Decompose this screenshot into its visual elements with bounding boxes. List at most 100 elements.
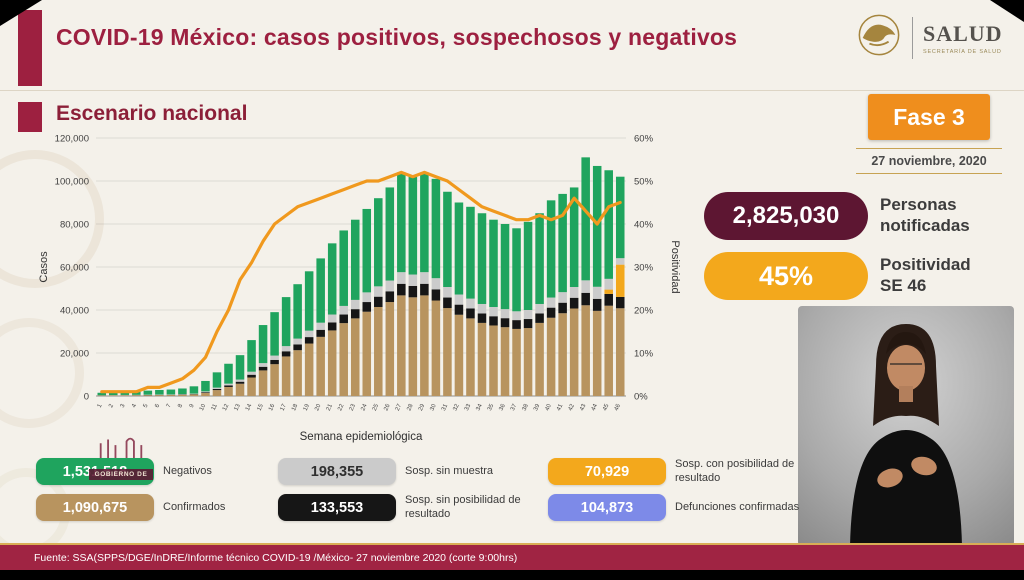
svg-text:10%: 10% (634, 349, 654, 360)
legend-label: Defunciones confirmadas (675, 500, 800, 513)
svg-text:29: 29 (418, 403, 427, 412)
letterbox-bar (0, 570, 1024, 580)
svg-text:20: 20 (314, 403, 323, 412)
svg-text:25: 25 (372, 403, 381, 412)
svg-text:35: 35 (487, 403, 496, 412)
svg-text:60%: 60% (634, 134, 654, 145)
svg-text:100,000: 100,000 (55, 177, 89, 188)
svg-text:27: 27 (395, 403, 404, 412)
cases-positivity-chart: 0 20,000 40,000 60,000 80,000 100,000 120,000 0… (36, 128, 681, 446)
svg-text:44: 44 (591, 403, 600, 412)
svg-text:0%: 0% (634, 392, 648, 403)
svg-text:18: 18 (291, 403, 300, 412)
gobierno-building-icon (93, 437, 149, 462)
gobierno-watermark: GOBIERNO DE (68, 434, 174, 481)
svg-text:21: 21 (326, 403, 335, 412)
svg-text:14: 14 (245, 403, 254, 412)
svg-text:24: 24 (360, 403, 369, 412)
svg-text:Semana epidemiológica: Semana epidemiológica (300, 431, 423, 443)
svg-text:80,000: 80,000 (60, 220, 89, 231)
svg-text:15: 15 (257, 403, 266, 412)
chart-svg: 0 20,000 40,000 60,000 80,000 100,000 120,000 0… (38, 134, 681, 444)
svg-text:20%: 20% (634, 306, 654, 317)
svg-text:7: 7 (166, 403, 173, 409)
svg-text:30: 30 (429, 403, 438, 412)
svg-text:46: 46 (614, 403, 623, 412)
notified-label: Personas notificadas (880, 195, 970, 236)
svg-text:5: 5 (143, 403, 150, 409)
salud-logo-title: SALUD (923, 20, 1003, 46)
legend-label: Negativos (163, 464, 212, 477)
svg-text:9: 9 (189, 403, 196, 409)
svg-text:41: 41 (556, 403, 565, 412)
notified-value-pill: 2,825,030 (704, 192, 868, 240)
svg-text:0: 0 (84, 392, 89, 403)
svg-text:4: 4 (131, 403, 138, 409)
legend-pill: 104,873 (548, 494, 666, 521)
svg-text:33: 33 (464, 403, 473, 412)
logo-divider (912, 16, 913, 59)
legend-item: 1,090,675 Confirmados (36, 494, 274, 521)
legend-pill: 1,090,675 (36, 494, 154, 521)
svg-text:16: 16 (268, 403, 277, 412)
section-title: Escenario nacional (56, 102, 248, 125)
svg-text:38: 38 (522, 403, 531, 412)
positivity-value-pill: 45% (704, 252, 868, 300)
svg-text:40%: 40% (634, 220, 654, 231)
legend-item: 70,929 Sosp. con posibilidad de resultado (548, 458, 818, 485)
svg-text:17: 17 (280, 403, 289, 412)
svg-text:45: 45 (602, 403, 611, 412)
header-divider (0, 90, 1024, 91)
video-corner (990, 0, 1024, 22)
svg-text:12: 12 (222, 403, 231, 412)
svg-text:19: 19 (303, 403, 312, 412)
svg-text:40,000: 40,000 (60, 306, 89, 317)
svg-text:10: 10 (199, 403, 208, 412)
svg-text:120,000: 120,000 (55, 134, 89, 145)
video-corner (0, 0, 42, 26)
svg-text:11: 11 (211, 403, 219, 412)
legend-label: Sosp. con posibilidad de resultado (675, 458, 795, 484)
sign-language-interpreter-video (798, 306, 1014, 546)
svg-text:30%: 30% (634, 263, 654, 274)
svg-text:6: 6 (154, 403, 161, 409)
source-text: Fuente: SSA(SPPS/DGE/InDRE/Informe técni… (34, 551, 518, 564)
positivity-label: Positividad SE 46 (880, 255, 971, 296)
legend-pill: 70,929 (548, 458, 666, 485)
legend-label: Confirmados (163, 500, 226, 513)
salud-eagle-icon (856, 12, 902, 63)
svg-text:34: 34 (476, 403, 485, 412)
svg-text:1: 1 (97, 403, 104, 409)
svg-text:8: 8 (177, 403, 184, 409)
svg-text:42: 42 (568, 403, 577, 412)
section-accent-bar (18, 102, 42, 132)
svg-text:31: 31 (441, 403, 450, 412)
phase-badge: Fase 3 (868, 94, 990, 140)
svg-text:Casos: Casos (38, 251, 50, 283)
svg-text:3: 3 (120, 403, 127, 409)
svg-text:50%: 50% (634, 177, 654, 188)
svg-text:13: 13 (234, 403, 243, 412)
background-pattern (0, 318, 84, 428)
report-date: 27 noviembre, 2020 (856, 148, 1002, 174)
svg-text:43: 43 (579, 403, 588, 412)
legend-label: Sosp. sin muestra (405, 464, 494, 477)
legend-pill: 133,553 (278, 494, 396, 521)
legend-item: 104,873 Defunciones confirmadas (548, 494, 818, 521)
svg-text:28: 28 (406, 403, 415, 412)
page-title: COVID-19 México: casos positivos, sospec… (56, 24, 738, 50)
gobierno-watermark-text: GOBIERNO DE (88, 469, 154, 480)
svg-text:23: 23 (349, 403, 358, 412)
svg-text:32: 32 (452, 403, 461, 412)
svg-text:2: 2 (108, 403, 115, 409)
legend-label: Sosp. sin posibilidad de resultado (405, 494, 521, 520)
background-pattern (0, 150, 104, 288)
svg-text:Positividad: Positividad (669, 240, 680, 293)
source-footer: Fuente: SSA(SPPS/DGE/InDRE/Informe técni… (0, 543, 1024, 570)
svg-text:60,000: 60,000 (60, 263, 89, 274)
salud-logo-subtitle: SECRETARÍA DE SALUD (923, 48, 1002, 55)
svg-text:26: 26 (383, 403, 392, 412)
svg-text:37: 37 (510, 403, 519, 412)
